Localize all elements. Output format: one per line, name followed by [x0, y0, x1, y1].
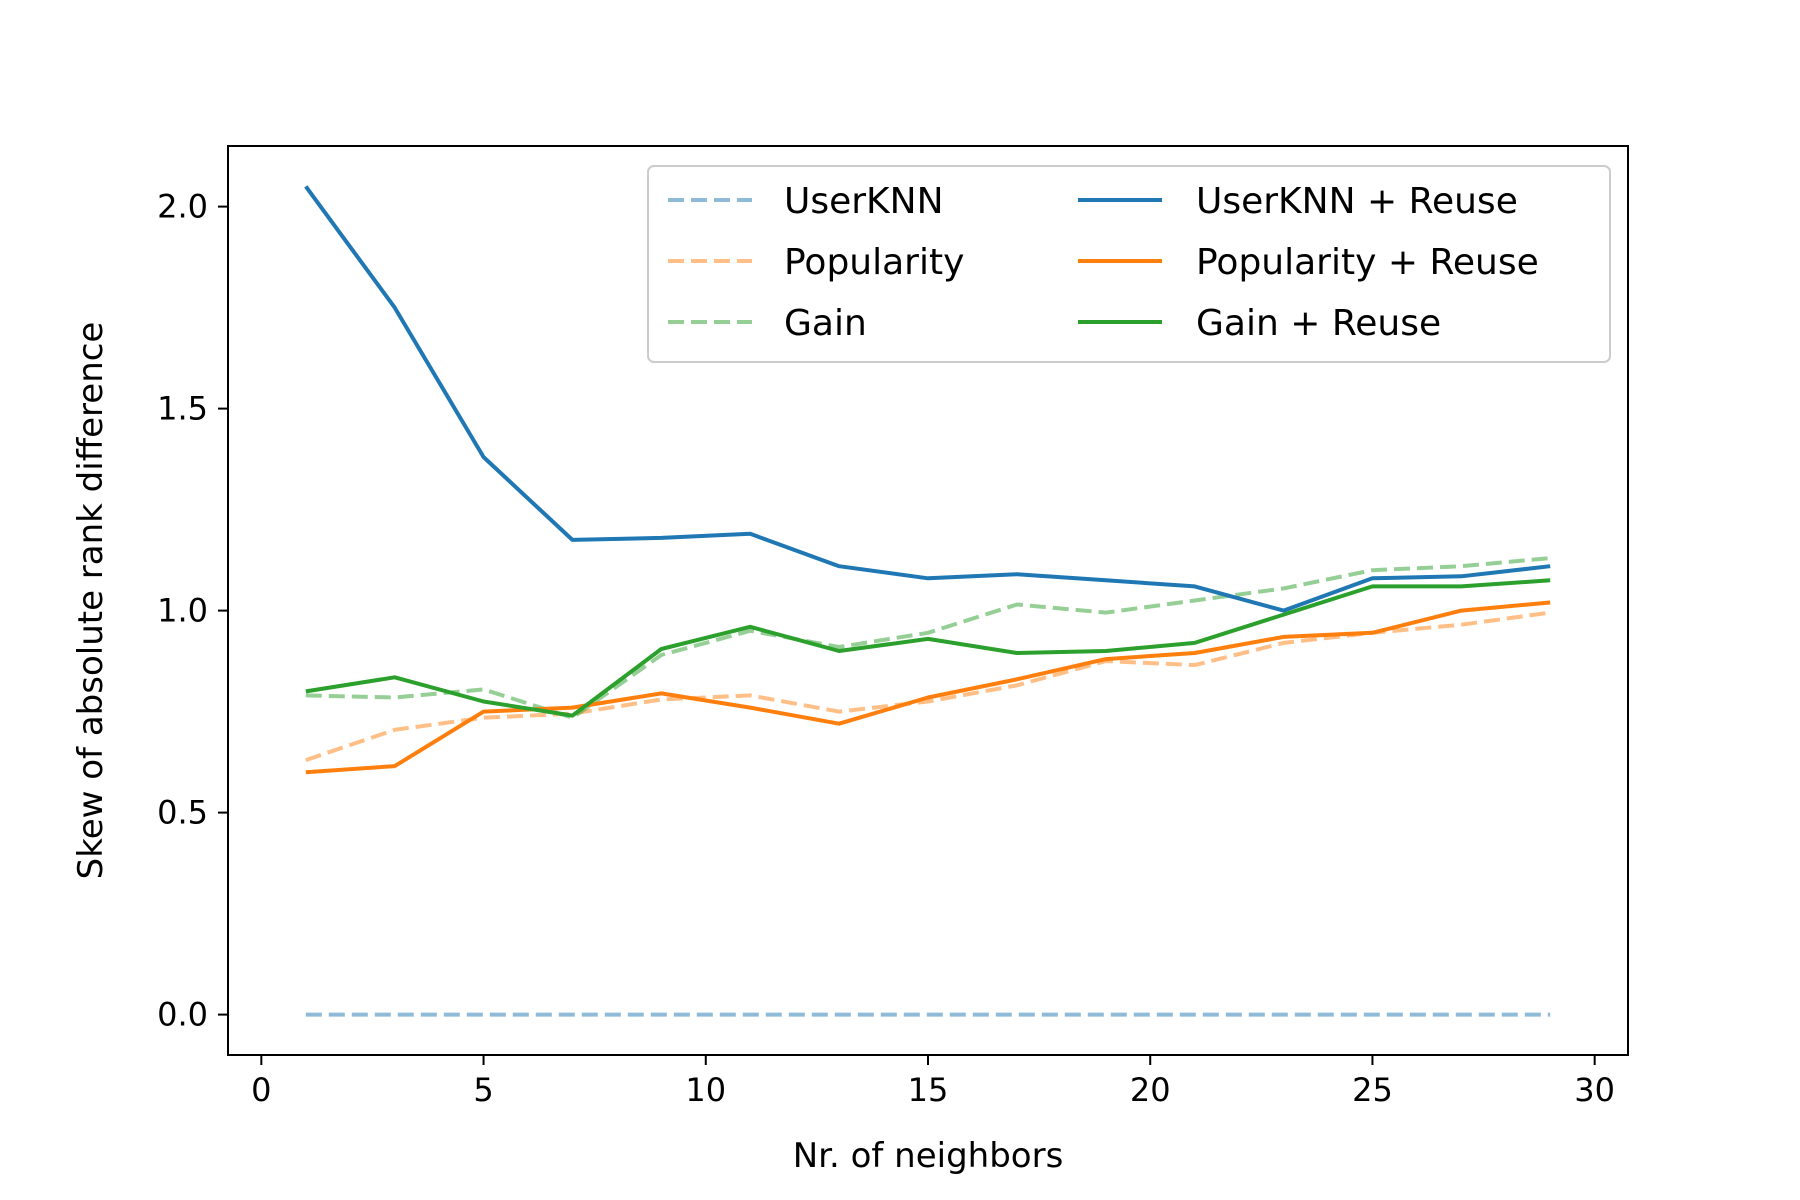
y-axis: 0.0 0.5 1.0 1.5 2.0	[157, 188, 228, 1034]
legend: UserKNN Popularity Gain UserKNN + Reuse Popu…	[647, 165, 1611, 363]
x-tick-label: 0	[251, 1071, 271, 1109]
y-tick-label: 0.0	[157, 996, 208, 1034]
legend-label: UserKNN	[784, 181, 944, 222]
legend-label: Gain	[784, 303, 867, 344]
x-tick-label: 20	[1130, 1071, 1171, 1109]
x-axis: 0 5 10 15 20 25 30	[251, 1055, 1615, 1109]
legend-label: UserKNN + Reuse	[1196, 181, 1518, 222]
legend-label: Popularity	[784, 242, 964, 283]
y-tick-label: 2.0	[157, 188, 208, 226]
series-line-userknn-reuse	[304, 185, 1551, 613]
series-line-gain-reuse	[305, 578, 1551, 718]
legend-box	[647, 165, 1611, 363]
series-line-popularity	[305, 610, 1551, 762]
y-tick-label: 0.5	[157, 794, 208, 832]
legend-label: Gain + Reuse	[1196, 303, 1441, 344]
x-tick-label: 25	[1352, 1071, 1393, 1109]
series-line-gain	[305, 556, 1551, 720]
legend-label: Popularity + Reuse	[1196, 242, 1539, 283]
y-tick-label: 1.0	[157, 592, 208, 630]
y-tick-label: 1.5	[157, 390, 208, 428]
x-tick-label: 10	[685, 1071, 726, 1109]
series-layer	[304, 185, 1551, 1017]
x-tick-label: 30	[1574, 1071, 1615, 1109]
x-tick-label: 5	[473, 1071, 493, 1109]
x-tick-label: 15	[908, 1071, 949, 1109]
y-axis-title: Skew of absolute rank difference	[71, 322, 111, 880]
x-axis-title: Nr. of neighbors	[793, 1136, 1064, 1176]
series-line-popularity-reuse	[305, 600, 1551, 775]
